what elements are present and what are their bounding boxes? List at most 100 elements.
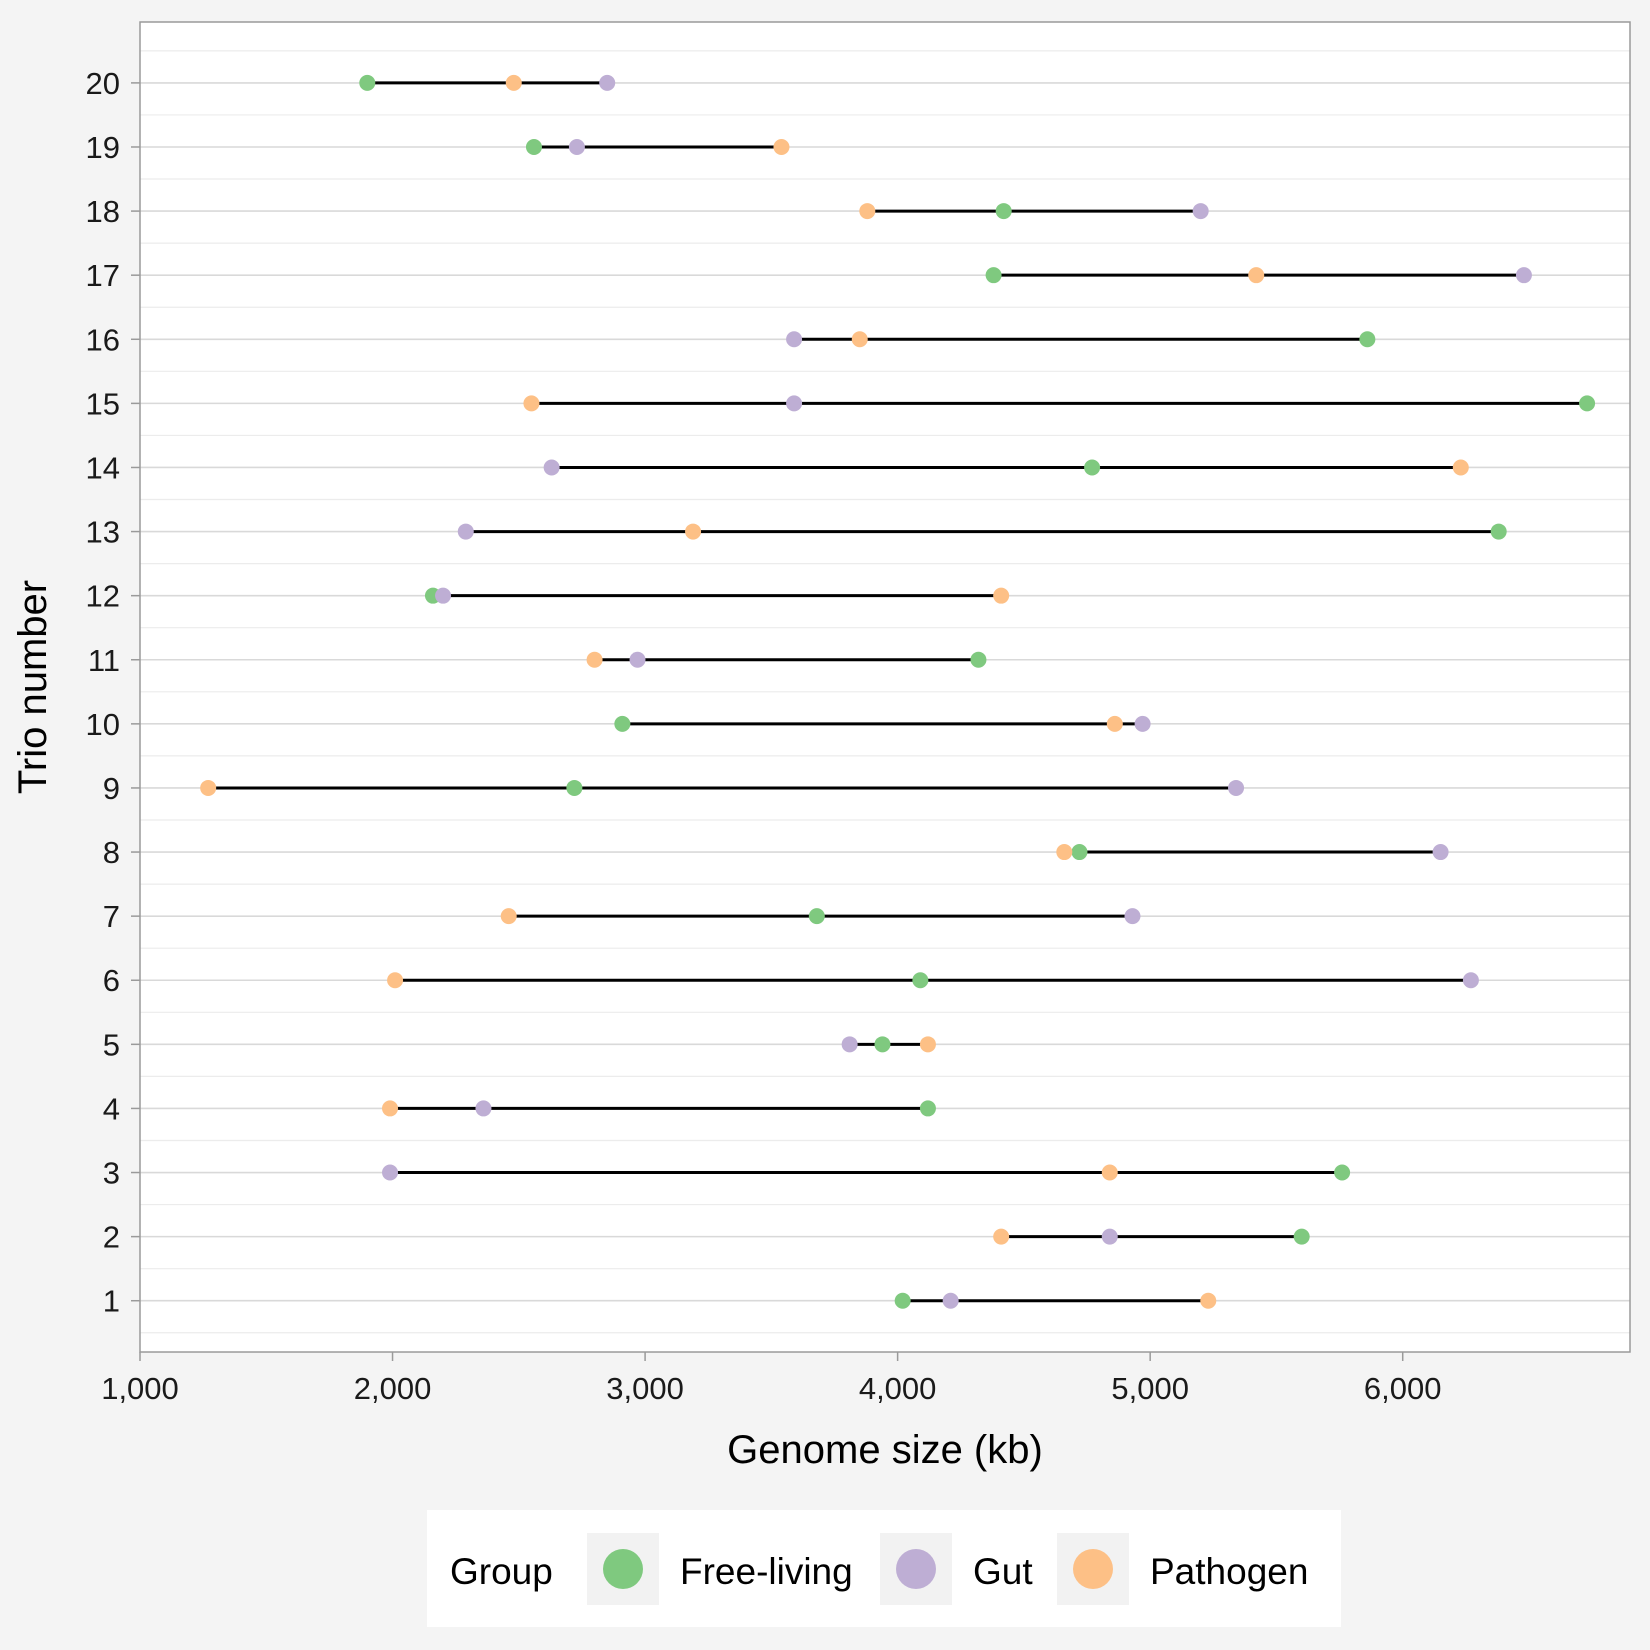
- point-gut: [382, 1164, 399, 1181]
- point-gut: [786, 395, 803, 412]
- minor-gridlines: [140, 50, 1630, 1334]
- point-free-living: [1071, 844, 1088, 861]
- legend: Group Free-living Gut Pathogen: [427, 1510, 1341, 1627]
- x-tick-label: 5,000: [1111, 1371, 1189, 1406]
- legend-marker-pathogen: [1073, 1549, 1113, 1589]
- point-gut: [1432, 844, 1449, 861]
- point-free-living: [525, 138, 542, 155]
- plot-frame: [139, 21, 1631, 1353]
- x-tick-label: 3,000: [606, 1371, 684, 1406]
- point-pathogen: [382, 1100, 399, 1117]
- point-pathogen: [773, 138, 790, 155]
- point-free-living: [995, 203, 1012, 220]
- data-points: [200, 74, 1596, 1309]
- legend-title: Group: [450, 1551, 553, 1592]
- legend-entry-free-living: Free-living: [587, 1533, 853, 1605]
- point-gut: [457, 523, 474, 540]
- point-pathogen: [1056, 844, 1073, 861]
- y-tick-label: 17: [86, 258, 120, 293]
- x-tick-label: 2,000: [354, 1371, 432, 1406]
- point-free-living: [359, 74, 376, 91]
- point-gut: [786, 331, 803, 348]
- point-gut: [1515, 267, 1532, 284]
- point-pathogen: [586, 651, 603, 668]
- point-pathogen: [523, 395, 540, 412]
- point-pathogen: [919, 1036, 936, 1053]
- point-free-living: [894, 1292, 911, 1309]
- y-tick-label: 2: [103, 1220, 120, 1255]
- point-pathogen: [1452, 459, 1469, 476]
- y-tick-label: 5: [103, 1027, 120, 1062]
- point-pathogen: [505, 74, 522, 91]
- legend-marker-free-living: [603, 1549, 643, 1589]
- point-free-living: [1293, 1228, 1310, 1245]
- point-free-living: [1334, 1164, 1351, 1181]
- y-axis-title: Trio number: [11, 580, 55, 794]
- point-gut: [543, 459, 560, 476]
- y-tick-label: 20: [86, 66, 120, 101]
- point-pathogen: [1106, 715, 1123, 732]
- legend-label-free-living: Free-living: [680, 1551, 853, 1592]
- point-free-living: [874, 1036, 891, 1053]
- y-tick-label: 9: [103, 771, 120, 806]
- point-pathogen: [993, 1228, 1010, 1245]
- y-tick-label: 15: [86, 386, 120, 421]
- point-pathogen: [387, 972, 404, 989]
- point-free-living: [1359, 331, 1376, 348]
- point-pathogen: [993, 587, 1010, 604]
- point-pathogen: [1200, 1292, 1217, 1309]
- point-pathogen: [1248, 267, 1265, 284]
- y-tick-label: 10: [86, 707, 120, 742]
- point-free-living: [808, 908, 825, 925]
- point-pathogen: [851, 331, 868, 348]
- x-tick-label: 1,000: [101, 1371, 179, 1406]
- point-gut: [942, 1292, 959, 1309]
- point-gut: [1124, 908, 1141, 925]
- x-tick-label: 4,000: [859, 1371, 937, 1406]
- point-gut: [1101, 1228, 1118, 1245]
- legend-entry-pathogen: Pathogen: [1057, 1533, 1308, 1605]
- x-axis-title: Genome size (kb): [727, 1428, 1043, 1472]
- point-pathogen: [200, 779, 217, 796]
- point-free-living: [985, 267, 1002, 284]
- x-axis-ticks: 1,000 2,000 3,000 4,000 5,000 6,000: [101, 1352, 1442, 1406]
- y-tick-label: 7: [103, 899, 120, 934]
- y-tick-label: 8: [103, 835, 120, 870]
- point-free-living: [1084, 459, 1101, 476]
- y-tick-label: 1: [103, 1284, 120, 1319]
- point-free-living: [1579, 395, 1596, 412]
- point-free-living: [970, 651, 987, 668]
- legend-marker-gut: [896, 1549, 936, 1589]
- trio-range-lines: [208, 81, 1588, 1303]
- legend-label-pathogen: Pathogen: [1150, 1551, 1308, 1592]
- point-free-living: [912, 972, 929, 989]
- plot-area: [140, 22, 1630, 1352]
- point-gut: [475, 1100, 492, 1117]
- legend-label-gut: Gut: [973, 1551, 1033, 1592]
- point-free-living: [919, 1100, 936, 1117]
- point-gut: [1134, 715, 1151, 732]
- point-gut: [599, 74, 616, 91]
- y-tick-label: 14: [86, 450, 120, 485]
- point-gut: [1462, 972, 1479, 989]
- y-tick-label: 18: [86, 194, 120, 229]
- point-gut: [1192, 203, 1209, 220]
- point-free-living: [1490, 523, 1507, 540]
- y-tick-label: 11: [88, 643, 120, 678]
- y-tick-label: 13: [86, 515, 120, 550]
- y-tick-label: 12: [86, 579, 120, 614]
- x-tick-label: 6,000: [1364, 1371, 1442, 1406]
- y-tick-label: 3: [103, 1156, 120, 1191]
- point-gut: [435, 587, 452, 604]
- point-gut: [568, 138, 585, 155]
- y-tick-label: 16: [86, 322, 120, 357]
- point-pathogen: [859, 203, 876, 220]
- point-free-living: [614, 715, 631, 732]
- point-free-living: [566, 779, 583, 796]
- point-gut: [841, 1036, 858, 1053]
- point-pathogen: [500, 908, 517, 925]
- point-gut: [629, 651, 646, 668]
- point-pathogen: [685, 523, 702, 540]
